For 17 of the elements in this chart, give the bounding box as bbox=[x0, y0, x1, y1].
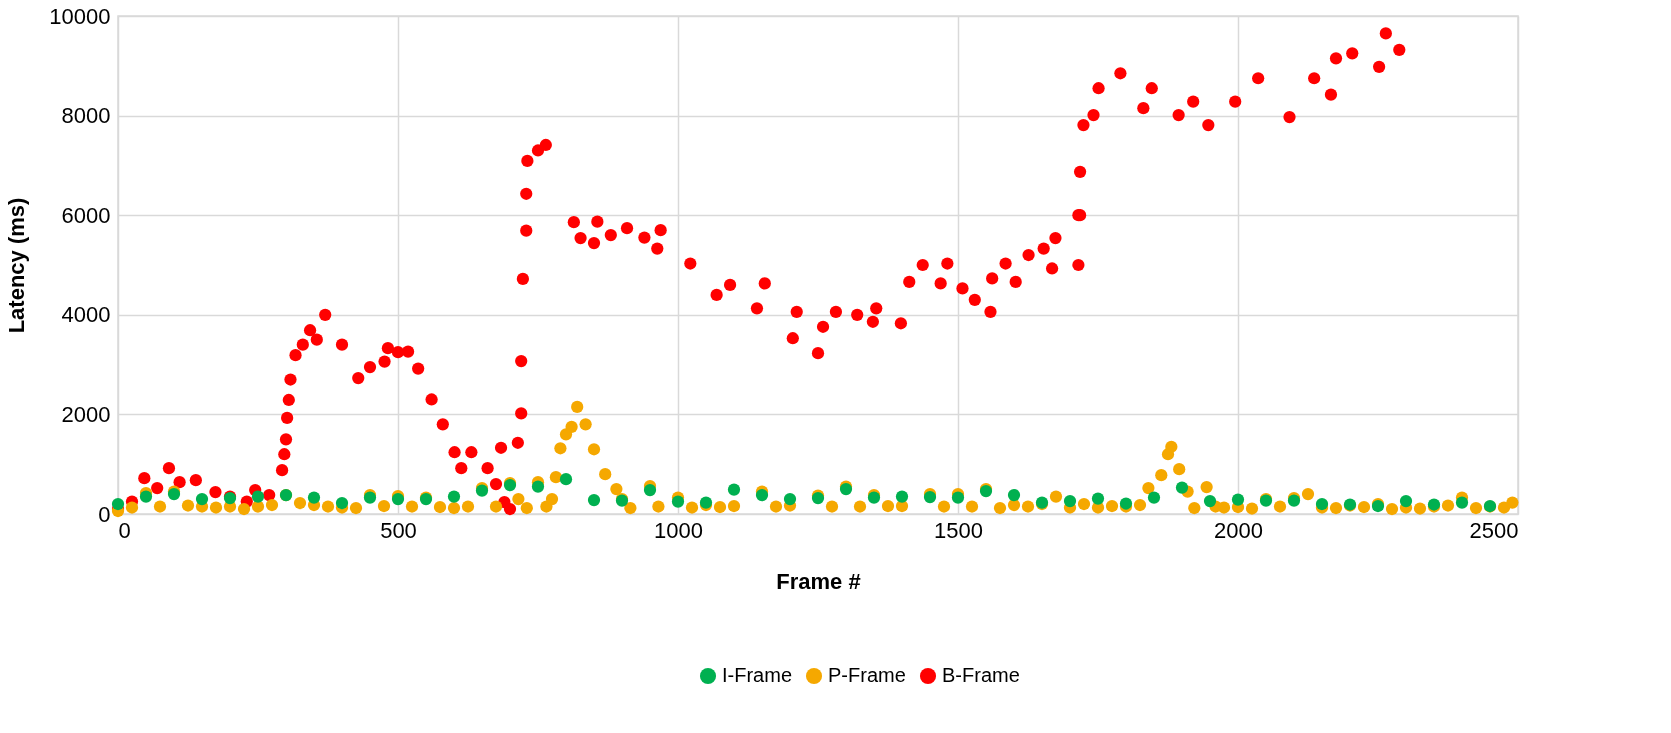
y-tick-label: 8000 bbox=[61, 103, 111, 129]
x-tick-label: 500 bbox=[380, 517, 417, 543]
legend-label: I-Frame bbox=[722, 664, 792, 686]
y-tick-label: 6000 bbox=[61, 202, 111, 228]
y-tick-label: 2000 bbox=[61, 401, 111, 427]
x-tick-label: 0 bbox=[118, 517, 131, 543]
legend-label: B-Frame bbox=[942, 664, 1020, 686]
y-axis-title: Latency (ms) bbox=[4, 197, 30, 334]
y-tick-label: 0 bbox=[98, 501, 111, 527]
x-tick-label: 1500 bbox=[934, 517, 983, 543]
y-tick-label: 10000 bbox=[49, 3, 111, 29]
x-tick-label: 1000 bbox=[654, 517, 703, 543]
legend-label: P-Frame bbox=[828, 664, 906, 686]
x-axis-title: Frame # bbox=[776, 568, 861, 594]
x-tick-label: 2500 bbox=[1469, 517, 1519, 543]
y-tick-label: 4000 bbox=[61, 302, 111, 328]
x-tick-label: 2000 bbox=[1214, 517, 1263, 543]
